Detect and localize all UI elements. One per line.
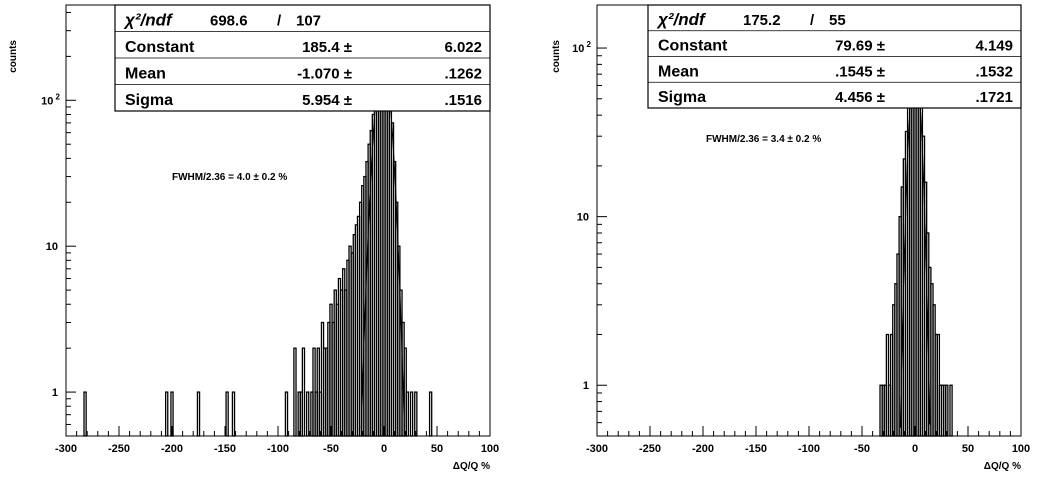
- chi2-label: χ²/ndf: [656, 10, 707, 29]
- y-tick-label: 10 2: [572, 40, 591, 55]
- y-tick-label: 10: [577, 212, 589, 224]
- x-tick-label: -250: [639, 443, 661, 455]
- stat-name: Constant: [658, 38, 728, 55]
- y-tick-label: 10: [46, 241, 58, 253]
- stat-error: 4.149: [975, 38, 1013, 55]
- stats-box: χ²/ndf 698.6 / 107 Constant 185.4 ± 6.022 Mean -…: [114, 4, 491, 112]
- stat-name: Mean: [125, 66, 166, 83]
- x-tick-label: -200: [161, 443, 183, 455]
- histogram-panel-2: -300 -250 -200 -150 -100 -50 0 50 100 1 10 10 2 ΔQ/Q…: [551, 4, 1030, 472]
- histogram-bins: [879, 61, 953, 437]
- histogram-bin: [409, 391, 414, 437]
- stat-value: 5.954 ±: [302, 92, 352, 109]
- x-tick-label: -300: [586, 443, 608, 455]
- x-tick-label: 0: [381, 443, 387, 455]
- histogram-panel-1: -300 -250 -200 -150 -100 -50 0 50 100 1 10 10 2 ΔQ/Q…: [8, 4, 499, 472]
- x-tick-label: -100: [798, 443, 820, 455]
- histogram-bin: [170, 391, 174, 437]
- histogram-bin: [293, 347, 297, 437]
- x-tick-label: 100: [1012, 443, 1030, 455]
- histogram-bin: [196, 391, 201, 437]
- fwhm-annotation: FWHM/2.36 = 3.4 ± 0.2 %: [706, 134, 821, 145]
- x-tick-label: -100: [267, 443, 289, 455]
- y-axis-label: counts: [8, 40, 19, 73]
- ndf-value: 107: [296, 13, 321, 30]
- chi2-slash: /: [277, 13, 282, 30]
- x-tick-label: 0: [912, 443, 918, 455]
- x-axis-label: ΔQ/Q %: [984, 461, 1021, 472]
- chi2-slash: /: [810, 12, 815, 29]
- chi2-value: 175.2: [743, 12, 781, 29]
- stat-value: 4.456 ±: [835, 89, 885, 106]
- histogram-bin: [284, 391, 289, 437]
- histogram-bin: [405, 391, 410, 437]
- histogram-bin: [231, 391, 236, 437]
- x-tick-label: -50: [323, 443, 339, 455]
- y-tick-label: 1: [583, 380, 589, 392]
- histogram-bin: [414, 391, 418, 437]
- stat-value: 79.69 ±: [835, 38, 885, 55]
- stat-value: 185.4 ±: [302, 39, 352, 56]
- histogram-bins: [83, 58, 433, 437]
- stats-box: χ²/ndf 175.2 / 55 Constant 79.69 ± 4.149 Mean .1…: [647, 4, 1022, 109]
- stat-name: Sigma: [658, 89, 706, 106]
- x-tick-label: -250: [108, 443, 130, 455]
- stat-error: .1532: [975, 63, 1013, 80]
- chi2-value: 698.6: [210, 13, 248, 30]
- histogram-bin: [428, 391, 433, 437]
- histogram-bin: [301, 347, 306, 437]
- y-tick-label: 10 2: [41, 92, 60, 107]
- x-axis-label: ΔQ/Q %: [453, 461, 490, 472]
- histogram-bin: [83, 391, 87, 437]
- ndf-value: 55: [829, 12, 846, 29]
- histogram-bin: [949, 384, 953, 437]
- histogram-bin: [305, 391, 310, 437]
- stat-error: .1262: [444, 66, 482, 83]
- x-tick-label: -200: [692, 443, 714, 455]
- stat-name: Mean: [658, 63, 699, 80]
- fwhm-annotation: FWHM/2.36 = 4.0 ± 0.2 %: [172, 172, 287, 183]
- histogram-bin: [945, 384, 949, 437]
- x-tick-label: -150: [214, 443, 236, 455]
- gaussian-fit-curve: [899, 64, 931, 428]
- x-tick-label: -150: [745, 443, 767, 455]
- stat-value: -1.070 ±: [297, 66, 352, 83]
- stat-error: .1516: [444, 92, 482, 109]
- stat-error: 6.022: [444, 39, 482, 56]
- y-axis-label: counts: [551, 40, 562, 73]
- stat-value: .1545 ±: [835, 63, 885, 80]
- chi2-label: χ²/ndf: [123, 11, 174, 30]
- x-tick-label: -50: [854, 443, 870, 455]
- x-tick-label: 100: [481, 443, 499, 455]
- stat-name: Sigma: [125, 92, 173, 109]
- histogram-bin: [164, 391, 169, 437]
- histogram-bin: [225, 391, 229, 437]
- stat-name: Constant: [125, 39, 195, 56]
- x-tick-label: 50: [962, 443, 974, 455]
- x-tick-label: 50: [431, 443, 443, 455]
- y-tick-label: 1: [52, 387, 58, 399]
- x-tick-label: -300: [55, 443, 77, 455]
- stat-error: .1721: [975, 89, 1013, 106]
